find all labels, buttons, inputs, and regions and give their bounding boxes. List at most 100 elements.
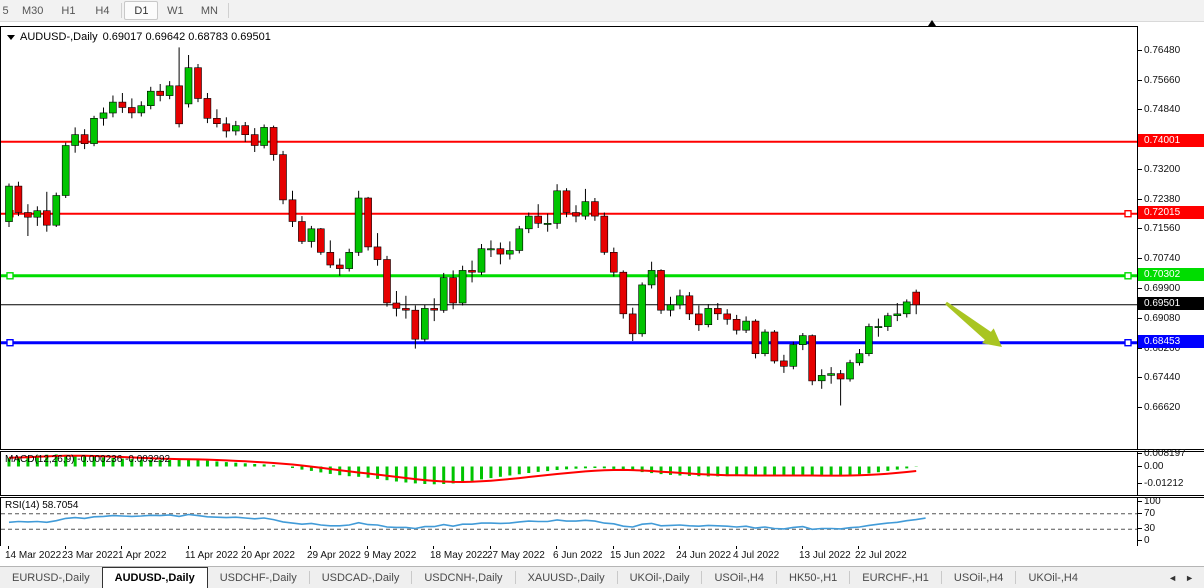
line-anchor-handle[interactable] bbox=[6, 272, 14, 280]
time-tick-mark bbox=[8, 546, 9, 549]
price-tick: 0.73200 bbox=[1138, 164, 1180, 176]
timeframe-button-mn[interactable]: MN bbox=[200, 4, 218, 17]
time-tick-mark bbox=[613, 546, 614, 549]
price-line-label: 0.72015 bbox=[1138, 206, 1204, 219]
price-line-label: 0.69501 bbox=[1138, 297, 1204, 310]
rsi-axis-tick: 100 bbox=[1138, 496, 1161, 508]
line-anchor-handle[interactable] bbox=[1124, 272, 1132, 280]
price-chart-pane: AUDUSD-,Daily 0.69017 0.69642 0.68783 0.… bbox=[0, 26, 1138, 449]
timeframe-button-m30[interactable]: M30 bbox=[22, 4, 44, 17]
chart-tab-hk50-h1[interactable]: HK50-,H1 bbox=[789, 571, 838, 584]
candle-body bbox=[165, 85, 174, 96]
rsi-pane: RSI(14) 58.7054 bbox=[0, 498, 1138, 546]
tab-separator bbox=[1015, 571, 1017, 584]
candle-body bbox=[203, 98, 212, 119]
macd-axis-tick: -0.01212 bbox=[1138, 478, 1183, 490]
chart-tab-ukoil-daily[interactable]: UKOil-,Daily bbox=[629, 571, 690, 584]
chart-symbol-label: AUDUSD-,Daily bbox=[20, 31, 98, 43]
chart-tab-usdchf-daily[interactable]: USDCHF-,Daily bbox=[219, 571, 297, 584]
time-tick-mark bbox=[244, 546, 245, 549]
chart-tab-audusd-daily[interactable]: AUDUSD-,Daily bbox=[101, 567, 208, 588]
candle-body bbox=[269, 127, 278, 155]
candle-body bbox=[90, 118, 98, 144]
candle-body bbox=[411, 309, 420, 340]
candle-body bbox=[798, 335, 807, 346]
line-anchor-handle[interactable] bbox=[6, 339, 14, 347]
timeframe-button-h1[interactable]: H1 bbox=[61, 4, 76, 17]
date-label: 24 Jun 2022 bbox=[676, 550, 732, 561]
line-anchor-handle[interactable] bbox=[1124, 339, 1132, 347]
candle-body bbox=[704, 308, 713, 325]
pane-splitter[interactable] bbox=[0, 449, 1204, 452]
price-line-label: 0.68453 bbox=[1138, 335, 1204, 348]
candle-body bbox=[543, 223, 552, 225]
rsi-label: RSI(14) 58.7054 bbox=[5, 500, 79, 511]
axis-tick-mark bbox=[1138, 539, 1142, 541]
timeframe-button-d1[interactable]: D1 bbox=[124, 1, 159, 20]
candle-body bbox=[609, 252, 618, 273]
time-tick-mark bbox=[858, 546, 859, 549]
date-label: 6 Jun 2022 bbox=[553, 550, 603, 561]
timeframe-button-w1[interactable]: W1 bbox=[167, 4, 184, 17]
candle-body bbox=[496, 248, 505, 255]
tab-separator bbox=[701, 571, 703, 584]
price-tick: 0.69900 bbox=[1138, 283, 1180, 295]
candle-body bbox=[628, 313, 637, 335]
time-tick-mark bbox=[679, 546, 680, 549]
candle-body bbox=[316, 228, 325, 253]
time-tick-mark bbox=[736, 546, 737, 549]
candle-body bbox=[307, 228, 316, 242]
pane-splitter[interactable] bbox=[0, 495, 1204, 498]
scroll-anchor-icon[interactable] bbox=[928, 20, 936, 26]
axis-tick-mark bbox=[1138, 512, 1142, 514]
axis-tick-mark bbox=[1138, 49, 1142, 51]
candle-body bbox=[156, 90, 164, 96]
chart-tab-eurchf-h1[interactable]: EURCHF-,H1 bbox=[862, 571, 929, 584]
timeframe-button-5[interactable]: 5 bbox=[2, 4, 9, 17]
candle-body bbox=[713, 308, 722, 315]
date-label: 13 Jul 2022 bbox=[799, 550, 851, 561]
candle-body bbox=[808, 335, 817, 382]
time-tick-mark bbox=[556, 546, 557, 549]
chart-tab-usoil-h4[interactable]: USOil-,H4 bbox=[714, 571, 764, 584]
time-tick-mark bbox=[188, 546, 189, 549]
time-tick-mark bbox=[65, 546, 66, 549]
chart-tab-usdcad-daily[interactable]: USDCAD-,Daily bbox=[321, 571, 400, 584]
candle-body bbox=[902, 301, 911, 315]
time-tick-mark bbox=[121, 546, 122, 549]
candle-body bbox=[647, 270, 656, 286]
timeframe-toolbar: 5 M30 H1 H4 D1 W1 MN bbox=[0, 0, 1204, 22]
tab-scroll-right-icon[interactable]: ► bbox=[1185, 572, 1194, 583]
candle-body bbox=[458, 270, 467, 304]
candle-body bbox=[5, 185, 13, 222]
candle-body bbox=[42, 210, 51, 226]
price-tick: 0.66620 bbox=[1138, 402, 1180, 414]
tab-separator bbox=[940, 571, 942, 584]
chart-tab-ukoil-h4[interactable]: UKOil-,H4 bbox=[1028, 571, 1078, 584]
tab-separator bbox=[776, 571, 777, 584]
candle-body bbox=[761, 331, 769, 355]
chart-tab-xauusd-daily[interactable]: XAUUSD-,Daily bbox=[527, 571, 605, 584]
macd-plot bbox=[7, 454, 918, 485]
candle-body bbox=[147, 90, 155, 106]
line-anchor-handle[interactable] bbox=[1124, 209, 1132, 218]
tab-scroll-left-icon[interactable]: ◄ bbox=[1168, 572, 1178, 583]
chart-title: AUDUSD-,Daily 0.69017 0.69642 0.68783 0.… bbox=[7, 31, 271, 43]
chart-tab-usdcnh-daily[interactable]: USDCNH-,Daily bbox=[424, 571, 503, 584]
toolbar-separator bbox=[121, 3, 123, 18]
candle-body bbox=[789, 344, 798, 367]
chart-tab-eurusd-daily[interactable]: EURUSD-,Daily bbox=[12, 571, 90, 584]
arrow-annotation[interactable] bbox=[945, 301, 1002, 347]
axis-tick-mark bbox=[1138, 347, 1142, 349]
axis-tick-mark bbox=[1138, 376, 1142, 378]
price-tick: 0.72380 bbox=[1138, 194, 1180, 206]
timeframe-button-h4[interactable]: H4 bbox=[95, 4, 110, 17]
candle-body bbox=[666, 304, 675, 311]
candle-body bbox=[298, 221, 306, 242]
chart-tab-usoil-h4[interactable]: USOil-,H4 bbox=[953, 571, 1004, 584]
macd-axis: 0.008197 0.00 -0.01212 bbox=[1137, 448, 1204, 495]
candlestick-plot bbox=[1, 47, 1138, 406]
candle-body bbox=[250, 134, 259, 146]
candle-body bbox=[657, 270, 665, 311]
rsi-axis-tick: 70 bbox=[1138, 508, 1155, 520]
